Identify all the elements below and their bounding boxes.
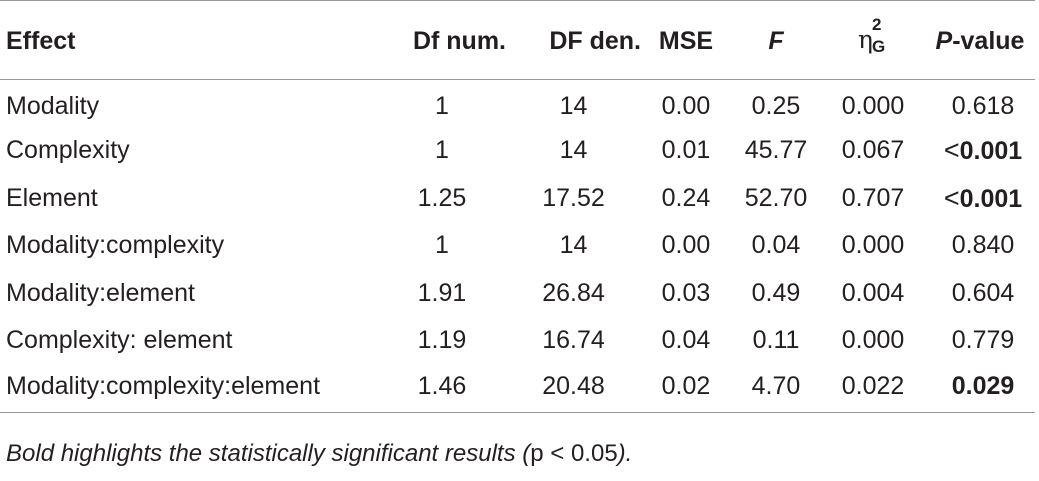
footnote-condition: p < 0.05 (530, 440, 618, 467)
cell-p-value: 0.779 (925, 317, 1035, 365)
table-body: Modality 1 14 0.00 0.25 0.000 0.618 Complexity 1… (0, 80, 1035, 413)
footnote-text-before: Bold highlights the statistically signif… (6, 440, 531, 467)
cell-f: 45.77 (744, 136, 808, 165)
cell-f: 0.25 (751, 92, 801, 120)
cell-effect: Modality:complexity:element (6, 371, 321, 400)
header-p-italic: P (935, 27, 953, 55)
cell-p-value: 0.029 (925, 365, 1035, 413)
header-row: Effect Df num. DF den. MSE F η 2 G P-val… (0, 0, 1035, 80)
table-row: Modality:element 1.91 26.84 0.03 0.49 0.004 0.… (0, 270, 1035, 318)
cell-df-num: 1 (435, 231, 449, 260)
eta-superscript: 2 (872, 15, 882, 34)
cell-f: 52.70 (744, 183, 808, 212)
cell-df-den: 14 (559, 136, 588, 165)
table-row: Modality 1 14 0.00 0.25 0.000 0.618 (0, 80, 1035, 128)
cell-mse: 0.02 (661, 371, 711, 400)
cell-p-value: <0.001 (925, 127, 1035, 175)
cell-mse: 0.24 (661, 183, 711, 212)
cell-eta-squared: 0.022 (841, 371, 905, 400)
p-value-number: 0.604 (951, 278, 1015, 307)
p-value-number: 0.001 (959, 184, 1023, 213)
cell-p-value: 0.604 (925, 270, 1035, 318)
eta-symbol: η (858, 25, 873, 54)
anova-table-container: Effect Df num. DF den. MSE F η 2 G P-val… (0, 0, 1035, 413)
cell-p-value: 0.840 (925, 222, 1035, 270)
cell-effect: Modality:complexity (6, 231, 225, 260)
header-f-label: F (768, 27, 784, 55)
cell-f: 0.04 (751, 231, 801, 260)
cell-eta-squared: 0.000 (841, 92, 905, 120)
cell-f: 0.49 (751, 278, 801, 307)
header-p-rest: -value (952, 27, 1025, 55)
header-p-value: P-value (925, 1, 1035, 80)
cell-f: 0.11 (752, 326, 800, 355)
header-f: F (731, 1, 821, 80)
cell-df-den: 20.48 (542, 371, 605, 400)
p-value-number: 0.029 (951, 371, 1015, 400)
cell-df-den: 17.52 (542, 183, 605, 212)
cell-effect: Complexity: element (6, 326, 233, 355)
p-value-number: 0.779 (951, 326, 1015, 355)
footnote-text-after: ). (617, 440, 633, 467)
cell-f: 4.70 (751, 371, 801, 400)
cell-df-num: 1 (435, 136, 449, 165)
p-value-prefix: < (943, 182, 960, 213)
cell-eta-squared: 0.004 (841, 278, 905, 307)
table-row: Modality:complexity 1 14 0.00 0.04 0.000 0.840 (0, 222, 1035, 270)
p-value-number: 0.001 (959, 137, 1023, 166)
cell-df-num: 1.25 (417, 183, 467, 212)
table-row: Complexity: element 1.19 16.74 0.04 0.11 0.00… (0, 317, 1035, 365)
cell-p-value: 0.618 (925, 80, 1035, 128)
cell-mse: 0.00 (661, 231, 711, 260)
cell-mse: 0.04 (661, 326, 711, 355)
eta-squared-g-symbol: η 2 G (858, 15, 888, 56)
table-row: Modality:complexity:element 1.46 20.48 0.02… (0, 365, 1035, 413)
cell-effect: Modality (6, 92, 100, 120)
cell-df-num: 1.46 (417, 371, 467, 400)
table-row: Element 1.25 17.52 0.24 52.70 0.707 <0.001 (0, 175, 1035, 223)
cell-eta-squared: 0.000 (841, 326, 905, 355)
cell-df-num: 1.19 (417, 326, 467, 355)
cell-effect: Element (6, 183, 98, 212)
cell-mse: 0.00 (661, 92, 711, 120)
table-row: Complexity 1 14 0.01 45.77 0.067 <0.001 (0, 127, 1035, 175)
header-df-den: DF den. (549, 27, 641, 55)
header-effect: Effect (6, 27, 76, 55)
cell-mse: 0.03 (661, 278, 711, 307)
cell-eta-squared: 0.000 (841, 231, 905, 260)
cell-df-den: 26.84 (542, 278, 605, 307)
cell-df-num: 1.91 (417, 278, 467, 307)
cell-p-value: <0.001 (925, 175, 1035, 223)
header-eta-squared-g: η 2 G (821, 1, 925, 80)
header-mse: MSE (658, 27, 714, 55)
cell-effect: Modality:element (6, 278, 195, 307)
cell-df-num: 1 (435, 92, 449, 120)
table-header: Effect Df num. DF den. MSE F η 2 G P-val… (0, 0, 1035, 80)
cell-mse: 0.01 (661, 136, 711, 165)
cell-df-den: 14 (559, 92, 588, 120)
p-value-number: 0.840 (951, 231, 1015, 260)
cell-df-den: 14 (559, 231, 588, 260)
cell-eta-squared: 0.067 (841, 136, 905, 165)
cell-eta-squared: 0.707 (841, 183, 905, 212)
cell-effect: Complexity (6, 136, 130, 165)
table-footnote: Bold highlights the statistically signif… (6, 440, 632, 468)
p-value-number: 0.618 (951, 92, 1015, 120)
cell-df-den: 16.74 (542, 326, 605, 355)
p-value-prefix: < (943, 135, 960, 166)
anova-results-table: Effect Df num. DF den. MSE F η 2 G P-val… (0, 0, 1035, 413)
eta-subscript: G (872, 37, 886, 56)
header-df-num: Df num. (412, 27, 506, 55)
